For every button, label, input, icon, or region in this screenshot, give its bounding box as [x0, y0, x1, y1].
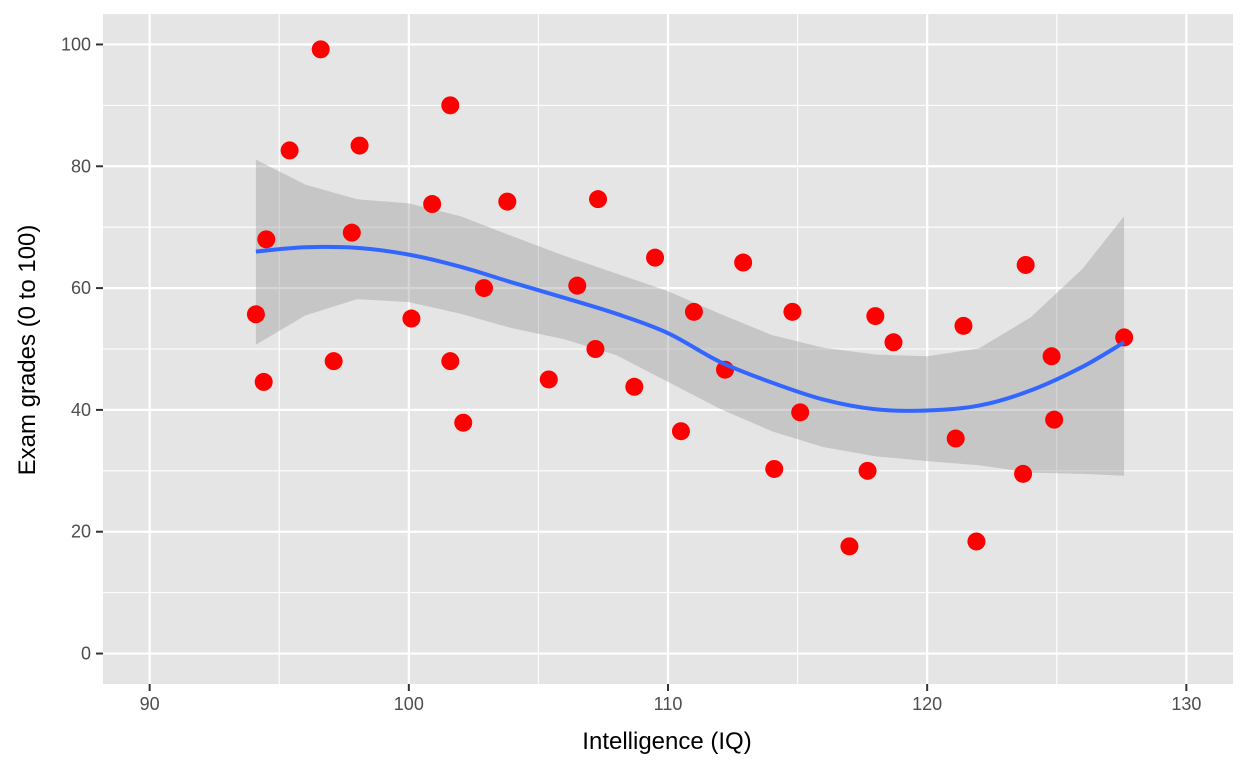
y-tick-label: 100: [61, 34, 91, 54]
data-point: [454, 413, 473, 432]
axes: 90 100 110 120 130 0 20 40 60 80 100: [61, 34, 1201, 714]
y-tick-label: 60: [71, 278, 91, 298]
y-tick-label: 20: [71, 522, 91, 542]
data-point: [840, 537, 859, 556]
data-point: [474, 279, 493, 298]
data-point: [1016, 255, 1035, 274]
data-point: [1045, 410, 1064, 429]
y-axis-title: Exam grades (0 to 100): [14, 225, 41, 476]
data-point: [967, 532, 986, 551]
data-point: [568, 276, 587, 295]
x-axis-title: Intelligence (IQ): [582, 728, 751, 755]
data-point: [954, 316, 973, 335]
data-point: [946, 429, 965, 448]
data-point: [441, 96, 460, 115]
y-tick-label: 40: [71, 400, 91, 420]
data-point: [423, 195, 442, 214]
data-points: [246, 40, 1134, 556]
data-point: [441, 352, 460, 371]
data-point: [684, 302, 703, 321]
x-tick-label: 100: [394, 694, 424, 714]
data-point: [280, 141, 299, 160]
smooth-line: [255, 244, 1126, 413]
data-point: [402, 309, 421, 328]
data-point: [791, 403, 810, 422]
data-point: [254, 372, 273, 391]
data-point: [342, 223, 361, 242]
data-point: [539, 370, 558, 389]
data-point: [586, 340, 605, 358]
data-point: [498, 192, 517, 211]
x-tick-label: 110: [654, 694, 683, 714]
data-point: [257, 230, 276, 249]
data-point: [1115, 328, 1134, 347]
data-point: [765, 459, 784, 478]
x-tick-label: 120: [912, 694, 942, 714]
data-point: [734, 253, 753, 272]
data-point: [866, 307, 885, 326]
data-point: [246, 305, 265, 324]
y-tick-label: 80: [71, 156, 91, 176]
data-point: [625, 377, 644, 396]
data-point: [589, 190, 608, 209]
y-tick-label: 0: [81, 644, 91, 664]
data-point: [671, 422, 690, 441]
data-point: [324, 352, 343, 371]
x-tick-label: 130: [1171, 694, 1201, 714]
data-point: [311, 40, 330, 59]
data-point: [646, 248, 665, 267]
data-point: [884, 333, 903, 352]
data-point: [1042, 347, 1061, 366]
x-tick-label: 90: [140, 694, 160, 714]
data-point: [1014, 464, 1033, 483]
major-gridlines: [103, 14, 1233, 684]
data-point: [783, 302, 802, 321]
data-point: [858, 461, 877, 480]
data-point: [350, 136, 369, 155]
